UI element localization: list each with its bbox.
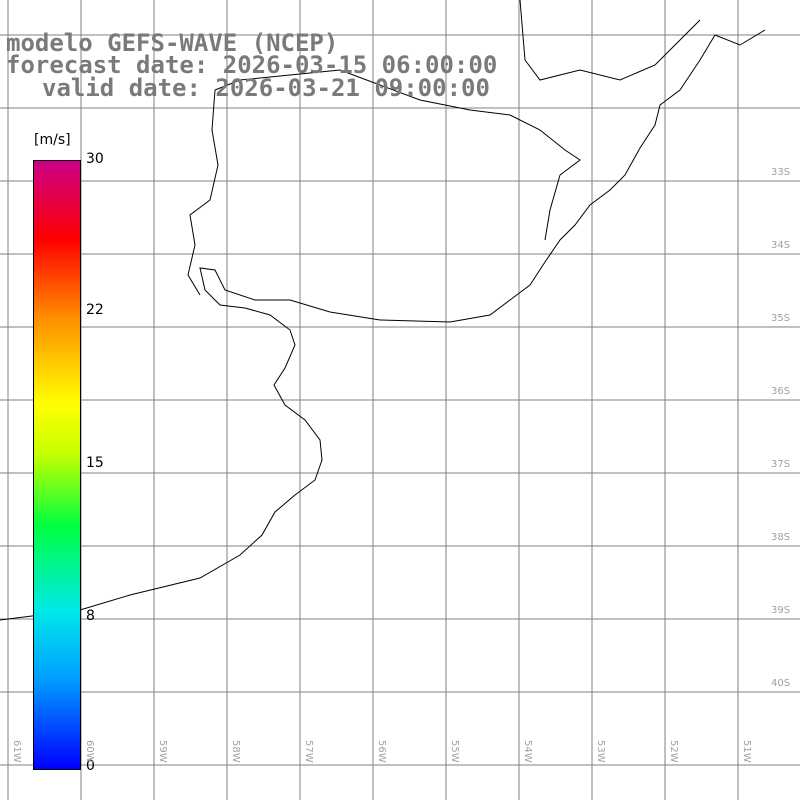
lon-label: 61W xyxy=(11,740,22,763)
lat-label: 39S xyxy=(771,605,791,616)
colorbar-tick-15: 15 xyxy=(86,455,104,471)
lat-label: 37S xyxy=(771,459,791,470)
lon-label: 51W xyxy=(741,740,752,763)
lon-label: 56W xyxy=(376,740,387,763)
lon-label: 53W xyxy=(595,740,606,763)
lat-label: 36S xyxy=(771,386,791,397)
valid-date: valid date: 2026-03-21 09:00:00 xyxy=(42,74,490,102)
lon-label: 58W xyxy=(230,740,241,763)
colorbar-tick-22: 22 xyxy=(86,302,104,318)
colorbar xyxy=(33,160,81,770)
lon-label: 52W xyxy=(668,740,679,763)
lon-label: 54W xyxy=(522,740,533,763)
lat-label: 38S xyxy=(771,532,791,543)
lat-label: 40S xyxy=(771,678,791,689)
lon-label: 57W xyxy=(303,740,314,763)
colorbar-tick-30: 30 xyxy=(86,151,104,167)
lon-label: 55W xyxy=(449,740,460,763)
colorbar-tick-8: 8 xyxy=(86,608,95,624)
lon-label: 60W xyxy=(84,740,95,763)
colorbar-unit: [m/s] xyxy=(34,132,71,148)
lat-label: 34S xyxy=(771,240,791,251)
lat-label: 33S xyxy=(771,167,791,178)
lat-label: 35S xyxy=(771,313,791,324)
lon-label: 59W xyxy=(157,740,168,763)
